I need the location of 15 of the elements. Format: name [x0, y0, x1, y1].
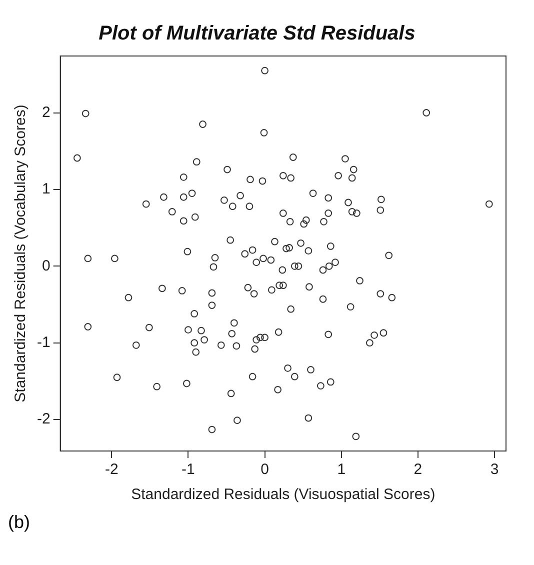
chart-title: Plot of Multivariate Std Residuals	[98, 22, 416, 45]
x-tick-label: -1	[182, 461, 195, 478]
x-tick-label: 3	[490, 461, 499, 478]
y-tick-label: -1	[36, 334, 50, 351]
x-axis-title: Standardized Residuals (Visuospatial Scores)	[131, 486, 436, 504]
text: (b)	[8, 512, 31, 533]
y-tick-label: 2	[42, 104, 50, 121]
x-tick-label: 1	[337, 461, 346, 478]
x-tick-label: 0	[260, 461, 269, 478]
y-tick-label: -2	[36, 410, 50, 428]
x-tick-label: 2	[414, 461, 422, 478]
y-tick-label: 0	[42, 257, 50, 274]
y-tick-label: 1	[42, 180, 50, 198]
x-tick-label: -2	[104, 461, 118, 478]
y-axis-title: Standardized Residuals (Vocabulary Scores)	[12, 104, 30, 402]
